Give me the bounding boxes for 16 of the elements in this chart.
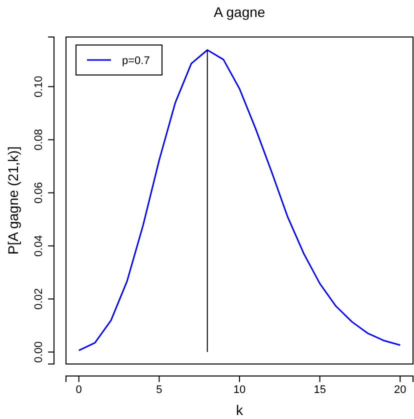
y-axis-title: P[A gagne (21,k)] — [5, 146, 21, 255]
x-tick-label: 5 — [156, 384, 162, 396]
y-tick-label: 0.02 — [32, 288, 45, 310]
y-tick-label: 0.08 — [32, 129, 45, 150]
legend-label: p=0.7 — [122, 54, 150, 67]
x-tick-label: 0 — [76, 384, 82, 396]
x-tick-label: 15 — [314, 384, 326, 396]
x-tick-label: 10 — [233, 384, 246, 396]
x-tick-label: 20 — [394, 384, 406, 396]
y-tick-label: 0.10 — [32, 76, 45, 98]
chart-title: A gagne — [214, 4, 266, 20]
y-tick-label: 0.00 — [32, 341, 45, 363]
x-axis-title: k — [236, 402, 244, 418]
line-series — [78, 49, 401, 352]
y-tick-label: 0.04 — [32, 235, 45, 257]
y-tick-label: 0.06 — [32, 182, 45, 204]
